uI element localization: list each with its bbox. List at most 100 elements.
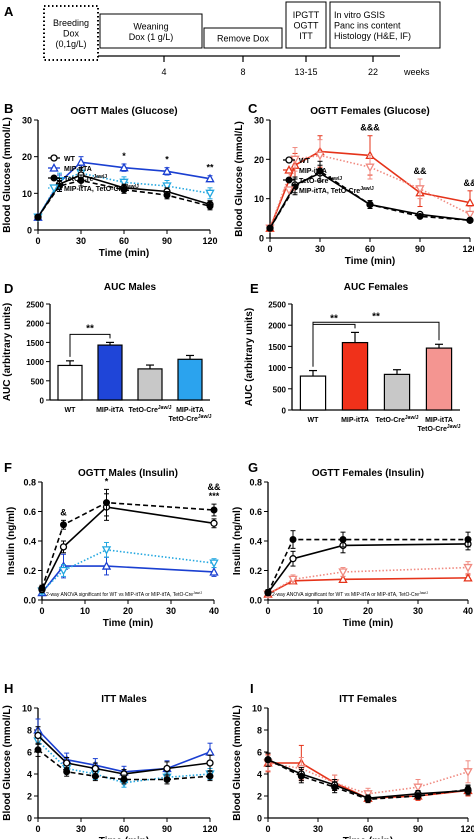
series-line — [267, 566, 469, 595]
x-tick-label: 120 — [462, 244, 474, 254]
data-point — [264, 589, 272, 597]
significance-annotation: *** — [209, 491, 220, 501]
y-tick-label: 0.8 — [23, 478, 36, 488]
data-point — [162, 182, 172, 191]
data-point — [76, 157, 86, 166]
y-tick-label: 0 — [27, 226, 32, 236]
x-tick-label: 30 — [166, 606, 176, 616]
timeline-box-text: Dox (1 g/L) — [129, 32, 174, 42]
x-tick-label: 0 — [267, 244, 272, 254]
x-tick-label: 30 — [76, 236, 86, 246]
chart-panel-B: B OGTT Males (Glucose) 0 10 20 30 0 30 60 90 120 Ti… — [2, 101, 218, 259]
chart-panel-I: I ITT Females 0 2 4 6 8 10 0 30 60 90 120 Time (min) B… — [232, 681, 474, 839]
category-label: TetO-CreJaw/J — [128, 405, 171, 414]
significance-annotation: * — [122, 151, 126, 161]
y-tick-label: 10 — [252, 704, 262, 714]
y-axis-label: Insulin (ng/ml) — [232, 507, 243, 575]
timeline-tick-label: 13-15 — [294, 67, 317, 77]
timeline-box-invitro — [329, 1, 441, 49]
series-line — [37, 734, 211, 775]
data-point — [316, 167, 324, 175]
y-tick-label: 10 — [22, 704, 32, 714]
chart-title: OGTT Males (Insulin) — [78, 468, 178, 479]
data-point — [206, 772, 214, 780]
y-tick-label: 10 — [254, 194, 264, 204]
timeline-box-text: In vitro GSIS — [334, 10, 385, 20]
chart-panel-H: H ITT Males 0 2 4 6 8 10 0 30 60 90 120 Time (min) Blo… — [2, 681, 218, 839]
y-tick-label: 0.0 — [249, 596, 262, 606]
data-point — [289, 555, 297, 563]
category-label: TetO-CreJaw/J — [168, 414, 211, 423]
y-tick-label: 0.8 — [249, 478, 262, 488]
legend-marker — [50, 154, 58, 162]
significance-bracket — [312, 321, 440, 367]
series-line — [37, 174, 211, 218]
data-point — [120, 186, 128, 194]
legend-marker — [285, 176, 293, 184]
series-line — [267, 538, 468, 593]
data-point — [205, 747, 215, 756]
chart-title: ITT Males — [101, 694, 147, 705]
data-point — [209, 567, 219, 576]
data-point — [463, 563, 473, 573]
panel-label: G — [248, 460, 258, 475]
data-point — [119, 162, 129, 172]
timeline-tick-label: 22 — [368, 67, 378, 77]
data-point — [463, 572, 473, 582]
legend-label: WT — [299, 158, 311, 165]
y-tick-label: 0 — [257, 814, 262, 824]
y-tick-label: 6 — [27, 748, 32, 758]
category-label: TetO-CreJaw/J — [417, 424, 460, 433]
legend-marker — [284, 186, 294, 195]
x-tick-label: 0 — [265, 824, 270, 834]
y-tick-label: 20 — [22, 152, 32, 162]
data-point — [466, 216, 474, 224]
chart-title: OGTT Males (Glucose) — [70, 106, 177, 117]
legend-label: WT — [64, 156, 76, 163]
x-axis-label: Time (min) — [99, 248, 149, 259]
category-sup: Jaw/J — [405, 415, 419, 421]
x-tick-label: 30 — [313, 824, 323, 834]
significance-annotation: * — [165, 155, 169, 165]
y-tick-label: 30 — [254, 116, 264, 126]
bar — [299, 375, 327, 411]
timeline-box-text: ITT — [299, 31, 313, 41]
x-tick-label: 40 — [209, 606, 219, 616]
data-point — [339, 536, 347, 544]
data-point — [58, 566, 69, 576]
significance-annotation: ** — [206, 163, 214, 173]
category-label: WT — [308, 417, 320, 424]
y-tick-label: 0 — [282, 407, 287, 416]
x-tick-label: 90 — [162, 824, 172, 834]
y-tick-label: 2 — [27, 792, 32, 802]
series-line — [267, 762, 469, 795]
category-label: MIP-itTA — [341, 417, 369, 424]
data-point — [338, 574, 348, 583]
legend-marker — [285, 156, 293, 164]
y-axis-label: AUC (arbitrary units) — [244, 308, 255, 406]
y-tick-label: 2000 — [268, 322, 286, 331]
timeline-box-text: OGTT — [294, 21, 319, 31]
bar — [383, 373, 411, 411]
category-sup: Jaw/J — [447, 424, 461, 430]
y-tick-label: 1000 — [268, 364, 286, 373]
x-tick-label: 90 — [413, 824, 423, 834]
significance-annotation: * — [105, 476, 109, 486]
data-point — [162, 166, 172, 175]
data-point — [101, 561, 112, 570]
x-tick-label: 120 — [460, 824, 474, 834]
timeline-box-weaning — [99, 13, 203, 49]
data-point — [163, 776, 171, 783]
x-tick-label: 90 — [162, 236, 172, 246]
category-label: WT — [65, 407, 77, 414]
panel-label: F — [4, 460, 12, 475]
timeline-box-text: (0,1g/L) — [55, 39, 86, 49]
category-sup: Jaw/J — [158, 405, 172, 411]
y-tick-label: 0.2 — [249, 566, 262, 576]
bar — [341, 341, 369, 411]
y-tick-label: 4 — [257, 770, 262, 780]
chart-panel-G: G OGTT Females (Insulin) 0.0 0.2 0.4 0.6 0.8 0 1… — [232, 460, 473, 629]
legend-marker — [49, 184, 59, 193]
chart-panel-F: F OGTT Males (Insulin) 0.0 0.2 0.4 0.6 0.8 0 10 2… — [4, 460, 221, 629]
